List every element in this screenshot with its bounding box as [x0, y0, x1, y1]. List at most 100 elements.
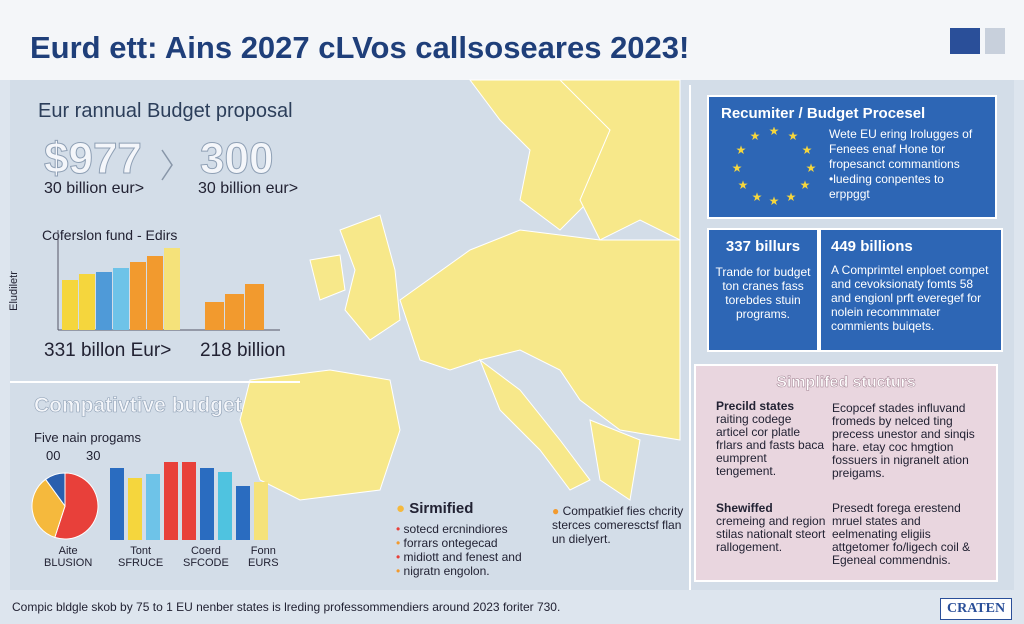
cell-heading: Precild states [716, 399, 795, 413]
bullet-dot: • [396, 564, 401, 578]
total: 218 billion [200, 340, 286, 361]
svg-text:★: ★ [769, 194, 780, 207]
cell: Shewiffed cremeing and region stilas nati… [716, 502, 826, 554]
bar [254, 482, 268, 540]
bar [164, 462, 178, 540]
bullet-dot: • [396, 536, 401, 550]
stat-box: 449 billions A Comprimtel enploet compet… [819, 228, 1003, 352]
label: Fonn [250, 545, 276, 557]
heading: Sirmified [409, 500, 474, 517]
label: Tont [130, 545, 152, 557]
label: SFCODE [183, 557, 229, 569]
bullets: • sotecd ercnindiores • forrars ontegecad… [396, 522, 522, 578]
eu-stars: ★ ★★★★★★★★★★★ [732, 127, 817, 207]
bullet-dot: • [396, 550, 401, 564]
pie-slice [31, 478, 66, 539]
pie-slice [44, 472, 66, 508]
bar [245, 284, 264, 330]
left-heading: Eur rannual Budget proposal [38, 100, 293, 122]
bullet: • sotecd ercnindiores [396, 522, 522, 536]
text: Compatkief fies chcrity sterces comeresc… [552, 504, 684, 546]
proposal-box: Recumiter / Budget Procesel ★ ★ ★ ★ ★ ★ ★ ★ ★ ★ ★ ★… [707, 95, 997, 219]
box-title: Recumiter / Budget Procesel [721, 105, 926, 122]
bullet: • forrars ontegecad [396, 536, 522, 550]
bar-chart [57, 230, 280, 331]
svg-text:★: ★ [752, 190, 763, 204]
bar [110, 468, 124, 540]
bar [130, 262, 146, 330]
axis-label: Eludiletr [7, 271, 20, 311]
footer-note: Compic bldgle skob by 75 to 1 EU nenber … [12, 600, 561, 614]
label: Aite [58, 545, 78, 557]
cell-text: cremeing and region stilas nationalt ste… [716, 514, 826, 554]
bar [128, 478, 142, 540]
compare-chart [31, 462, 268, 540]
cell: Ecopcef stades influvand fromeds by nelc… [832, 401, 975, 480]
bar [236, 486, 250, 540]
bar-label: Coerd SFCODE [183, 545, 229, 569]
svg-text:★: ★ [736, 143, 747, 157]
bar [146, 474, 160, 540]
chart-title: Coferslon fund - Edirs [42, 227, 178, 243]
bar [96, 272, 112, 330]
bar [79, 274, 95, 330]
cell-text: raiting codege articel cor platle frlars… [716, 412, 825, 478]
bullet: • nigratn engolon. [396, 564, 522, 578]
badge: CRATEN [940, 598, 1013, 620]
bullet-text: sotecd ercnindiores [403, 522, 508, 536]
stat-box: 337 billurs Trande for budget ton cranes… [707, 228, 819, 352]
svg-text:★: ★ [750, 129, 761, 143]
svg-text:★: ★ [732, 161, 743, 175]
cell: Precild states raiting codege articel cor… [716, 400, 826, 478]
svg-text:★: ★ [786, 190, 797, 204]
box-title: Simplifed stucturs [776, 374, 916, 392]
label: EURS [248, 557, 279, 569]
bullet-text: nigratn engolon. [403, 564, 490, 578]
bullet: • midiott and fenest and [396, 550, 522, 564]
bar [62, 280, 78, 330]
stat: $977 [44, 134, 143, 184]
bullet-dot: • [396, 522, 401, 536]
bar [182, 462, 196, 540]
box-text: Wete EU ering lrolugges of Fenees enaf H… [829, 127, 973, 201]
bullet-text: midiott and fenest and [403, 550, 522, 564]
stat: 300 [199, 134, 274, 184]
stat-value: 337 billurs [725, 238, 801, 255]
cell-heading: Shewiffed [716, 501, 773, 515]
label: BLUSION [44, 557, 93, 569]
stat-text: A Comprimtel enploet compet and cevoksio… [831, 263, 989, 333]
bar [205, 302, 224, 330]
bullet-text: forrars ontegecad [403, 536, 498, 550]
svg-text:★: ★ [802, 143, 813, 157]
label: Coerd [190, 545, 221, 557]
subheading: Five nain progams [34, 430, 141, 445]
bar [218, 472, 232, 540]
bar-label: Fonn EURS [248, 545, 279, 569]
bar [147, 256, 163, 330]
svg-text:★: ★ [806, 161, 817, 175]
bar-label: Tont SFRUCE [118, 545, 163, 569]
total: 331 billon Eur> [44, 340, 172, 361]
svg-text:★: ★ [788, 129, 799, 143]
svg-text:★: ★ [738, 178, 749, 192]
stat-sub: 30 billion eur> [198, 180, 299, 197]
section-heading: Compativtive budget [34, 394, 242, 418]
stat-text: Trande for budget ton cranes fass torebd… [715, 265, 811, 321]
pie-slice [54, 472, 99, 540]
cell: Presedt forega erestend mruel states and… [832, 501, 971, 567]
bar [200, 468, 214, 540]
stat-sub: 30 billion eur> [44, 180, 145, 197]
number: 00 [46, 448, 61, 463]
mid-text: ● Compatkief fies chcrity sterces comere… [552, 504, 684, 546]
bar [113, 268, 129, 330]
stat-value: 449 billions [831, 238, 913, 255]
number: 30 [86, 448, 101, 463]
bar-label: Aite BLUSION [44, 545, 92, 569]
label: SFRUCE [118, 557, 164, 569]
title: Eurd ett: Ains 2027 cLVos callsoseares 2… [30, 30, 690, 65]
structure-box: Simplifed stucturs Precild states raiting… [694, 364, 998, 582]
svg-text:★: ★ [800, 178, 811, 192]
bar [225, 294, 244, 330]
mid-heading: ● Sirmified [396, 500, 474, 517]
